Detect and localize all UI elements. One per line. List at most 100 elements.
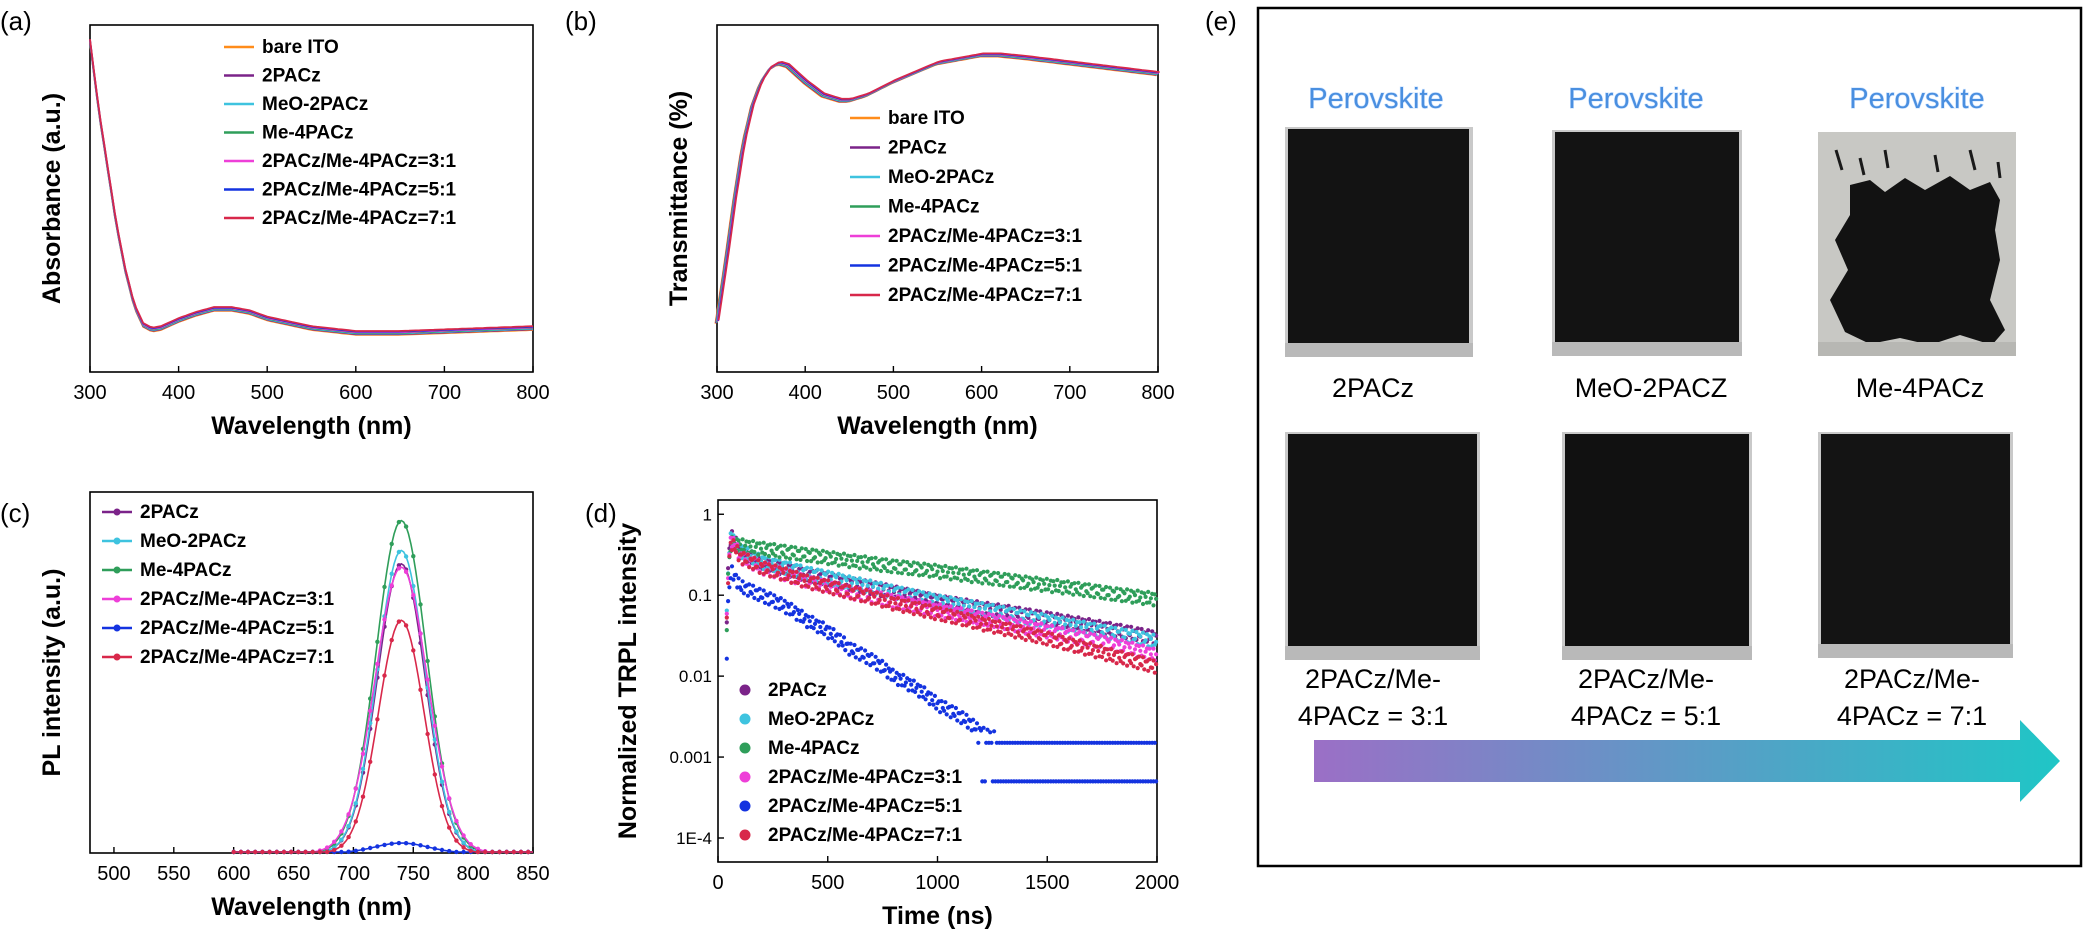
pl-point bbox=[253, 849, 258, 855]
trpl-point bbox=[942, 708, 947, 713]
trpl-point bbox=[1117, 642, 1122, 647]
trpl-point bbox=[989, 623, 994, 628]
trpl-point bbox=[982, 779, 988, 784]
trpl-point bbox=[724, 656, 729, 661]
trpl-point bbox=[906, 571, 911, 577]
trpl-point bbox=[939, 565, 944, 570]
trpl-point bbox=[822, 578, 827, 583]
chart-absorbance: 300 400 500 600 700 800 Wavelength (nm) Absorba… bbox=[38, 24, 550, 440]
trpl-point bbox=[997, 613, 1002, 618]
trpl-point bbox=[1002, 633, 1007, 638]
trpl-point bbox=[826, 562, 831, 567]
trpl-point bbox=[864, 579, 869, 584]
trpl-point bbox=[1072, 649, 1077, 655]
trpl-point bbox=[735, 544, 740, 549]
trpl-legend-marker bbox=[739, 800, 751, 812]
trpl-point bbox=[835, 589, 840, 594]
trpl-point bbox=[1098, 643, 1103, 649]
trpl-point bbox=[749, 591, 754, 596]
trpl-point bbox=[1147, 646, 1152, 651]
pl-point bbox=[396, 840, 402, 846]
trans-legend-label: 2PACz/Me-4PACz=5:1 bbox=[888, 256, 1083, 277]
trpl-point bbox=[724, 615, 729, 620]
trpl-point bbox=[811, 575, 816, 581]
trpl-point bbox=[844, 578, 849, 583]
trpl-point bbox=[870, 584, 876, 589]
trpl-point bbox=[894, 558, 899, 563]
trpl-point bbox=[1111, 643, 1117, 648]
sample-label-mix-7-1-line2: 4PACz = 7:1 bbox=[1837, 701, 1987, 731]
trpl-point bbox=[893, 601, 898, 606]
pl-point bbox=[382, 673, 387, 678]
trpl-point bbox=[799, 608, 804, 613]
trpl-point bbox=[1085, 591, 1090, 596]
trpl-point bbox=[781, 604, 786, 609]
pl-point bbox=[425, 677, 430, 682]
trpl-point bbox=[964, 712, 969, 717]
trpl-point bbox=[791, 553, 797, 558]
trpl-point bbox=[1089, 651, 1094, 656]
trpl-point bbox=[834, 575, 839, 580]
panel-e-photos: Perovskite Perovskite Perovskite 2PACz M… bbox=[1256, 6, 2083, 868]
sample-label-mix-7-1-line1: 2PACz/Me- bbox=[1844, 664, 1980, 694]
trpl-point bbox=[1130, 600, 1135, 605]
trpl-point bbox=[997, 604, 1002, 610]
trpl-point bbox=[781, 552, 786, 557]
trpl-point bbox=[1136, 643, 1142, 649]
trpl-point bbox=[847, 584, 852, 589]
trpl-point bbox=[747, 539, 752, 545]
trpl-point bbox=[960, 623, 965, 628]
trpl-point bbox=[1152, 740, 1157, 745]
pl-point bbox=[339, 829, 344, 834]
trpl-point bbox=[751, 583, 756, 588]
trpl-point bbox=[736, 576, 741, 581]
trpl-point bbox=[1032, 611, 1038, 616]
trpl-point bbox=[831, 550, 836, 555]
trpl-point bbox=[1035, 622, 1040, 627]
trpl-point bbox=[884, 662, 889, 667]
trpl-point bbox=[1090, 648, 1095, 653]
trpl-point bbox=[967, 604, 972, 609]
trpl-point bbox=[895, 682, 901, 688]
trpl-point bbox=[1117, 629, 1122, 634]
trpl-point bbox=[944, 607, 949, 612]
trpl-point bbox=[811, 626, 816, 631]
pl-xtick-label: 750 bbox=[397, 863, 430, 885]
pl-legend-label: Me-4PACz bbox=[140, 560, 232, 581]
trpl-point bbox=[898, 676, 903, 681]
trpl-point bbox=[733, 572, 739, 578]
trpl-legend-marker bbox=[739, 742, 751, 754]
trpl-point bbox=[770, 599, 776, 605]
trpl-point bbox=[752, 555, 757, 560]
trpl-point bbox=[762, 551, 768, 557]
trpl-point bbox=[907, 609, 912, 614]
trpl-point bbox=[978, 728, 984, 733]
trpl-point bbox=[841, 594, 847, 599]
trpl-point bbox=[794, 617, 799, 622]
trpl-point bbox=[773, 558, 778, 563]
trpl-point bbox=[762, 556, 768, 561]
trpl-point bbox=[877, 597, 882, 603]
trpl-point bbox=[1130, 628, 1135, 634]
trpl-point bbox=[1092, 595, 1097, 600]
trpl-point bbox=[857, 566, 862, 571]
pl-point bbox=[382, 617, 387, 622]
trpl-point bbox=[955, 606, 960, 611]
abs-xtick-label: 600 bbox=[339, 382, 372, 404]
trpl-point bbox=[832, 560, 837, 565]
trpl-point bbox=[768, 574, 773, 579]
pl-point bbox=[310, 849, 315, 855]
trpl-point bbox=[768, 591, 773, 596]
film-photo-2pacz bbox=[1285, 127, 1473, 357]
pl-xtick-label: 850 bbox=[516, 863, 549, 885]
trans-legend-label: 2PACz/Me-4PACz=7:1 bbox=[888, 285, 1083, 306]
trpl-point bbox=[944, 604, 949, 609]
trpl-point bbox=[1076, 615, 1081, 620]
pl-point bbox=[454, 838, 459, 843]
trpl-point bbox=[1127, 645, 1132, 650]
panel-label-d: (d) bbox=[585, 498, 617, 528]
pl-point bbox=[332, 839, 337, 844]
abs-xlabel: Wavelength (nm) bbox=[211, 412, 411, 440]
trpl-point bbox=[773, 553, 778, 558]
